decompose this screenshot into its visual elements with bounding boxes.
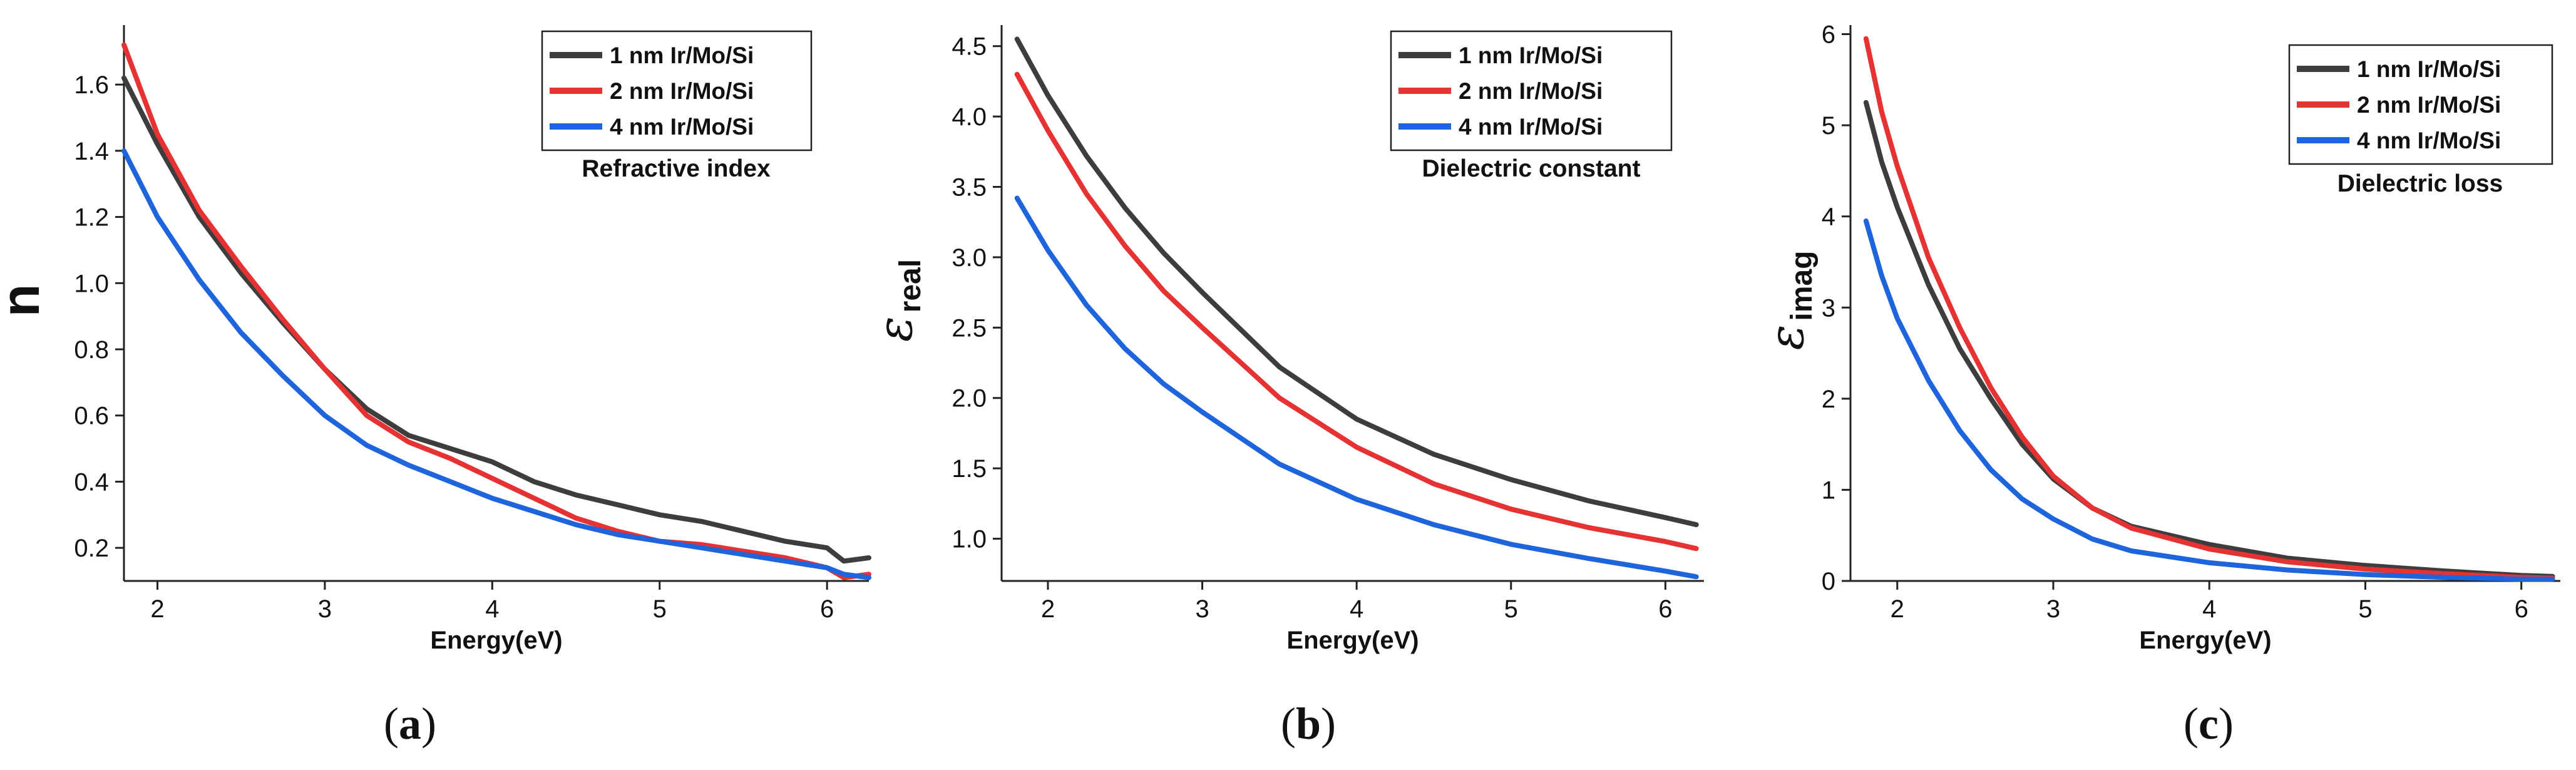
series-line-3	[121, 148, 871, 580]
caption-letter: b	[1296, 699, 1321, 749]
x-tick-label: 3	[2046, 595, 2060, 623]
chart-annotation: Refractive index	[582, 155, 771, 182]
legend-label: 4 nm Ir/Mo/Si	[2357, 128, 2501, 153]
caption-close-paren: )	[1321, 699, 1336, 749]
series-line-3	[1863, 218, 2555, 582]
x-axis-label: Energy(eV)	[1286, 627, 1419, 654]
legend-label: 2 nm Ir/Mo/Si	[1459, 78, 1603, 104]
y-tick-label: 4	[1822, 203, 1835, 231]
y-tick-label: 4.5	[952, 33, 987, 61]
caption-letter: a	[399, 699, 421, 749]
y-axis-symbol: ε	[1758, 325, 1814, 351]
x-tick-label: 4	[485, 595, 499, 623]
y-tick-label: 5	[1822, 112, 1835, 140]
x-axis-label: Energy(eV)	[430, 627, 562, 654]
x-tick-label: 2	[1041, 595, 1055, 623]
legend-label: 1 nm Ir/Mo/Si	[1459, 43, 1603, 68]
series-line-2	[1863, 36, 2555, 581]
y-tick-label: 2.0	[952, 385, 987, 413]
y-tick-label: 2.5	[952, 314, 987, 342]
y-tick-label: 3.0	[952, 244, 987, 272]
y-tick-label: 1	[1822, 476, 1835, 504]
y-axis-symbol: ε	[867, 316, 923, 342]
caption-close-paren: )	[421, 699, 436, 749]
caption-open-paren: (	[1281, 699, 1296, 749]
y-axis-subscript: imag	[1785, 251, 1819, 321]
x-tick-label: 5	[1504, 595, 1518, 623]
legend-label: 2 nm Ir/Mo/Si	[610, 78, 754, 104]
panel-caption: (b)	[1281, 699, 1336, 749]
series-line-3	[1014, 195, 1699, 580]
y-axis-label: n	[0, 284, 51, 317]
y-tick-label: 2	[1822, 386, 1835, 413]
y-tick-label: 4.0	[952, 103, 987, 131]
x-tick-label: 2	[150, 595, 164, 623]
x-tick-label: 5	[653, 595, 667, 623]
x-tick-label: 4	[1350, 595, 1363, 623]
x-tick-label: 6	[820, 595, 834, 623]
series-line-1	[121, 75, 871, 564]
caption-letter: c	[2199, 699, 2219, 749]
panel-caption: (c)	[2183, 699, 2234, 749]
legend-label: 2 nm Ir/Mo/Si	[2357, 92, 2501, 118]
y-tick-label: 0.2	[74, 535, 109, 562]
y-axis-label: ε real	[867, 259, 927, 342]
caption-close-paren: )	[2219, 699, 2234, 749]
legend-label: 4 nm Ir/Mo/Si	[1459, 114, 1603, 140]
legend-label: 1 nm Ir/Mo/Si	[610, 43, 754, 68]
y-tick-label: 1.0	[74, 270, 109, 297]
y-tick-label: 6	[1822, 21, 1835, 49]
caption-open-paren: (	[384, 699, 399, 749]
y-tick-label: 0.6	[74, 403, 109, 430]
y-tick-label: 1.6	[74, 71, 109, 99]
x-tick-label: 2	[1891, 595, 1904, 623]
x-tick-label: 6	[1658, 595, 1672, 623]
x-axis-label: Energy(eV)	[2139, 627, 2271, 654]
chart-annotation: Dielectric constant	[1422, 155, 1641, 182]
series-line-2	[1014, 71, 1699, 552]
series-line-1	[1014, 36, 1699, 528]
x-tick-label: 4	[2202, 595, 2216, 623]
chart-annotation: Dielectric loss	[2337, 170, 2503, 197]
x-tick-label: 5	[2358, 595, 2372, 623]
y-tick-label: 1.0	[952, 526, 987, 553]
panel-caption: (a)	[384, 699, 436, 749]
chart-panel-a: 2 3 4 5 6 0.2 0.4 0.6 0.8 1.0 1.2 1.4 1.6 Energy(eV) n…	[0, 25, 871, 749]
y-tick-label: 1.2	[74, 204, 109, 232]
y-axis-label: ε imag	[1758, 251, 1819, 351]
legend: 1 nm Ir/Mo/Si 2 nm Ir/Mo/Si 4 nm Ir/Mo/Si	[1390, 30, 1673, 151]
y-tick-label: 3.5	[952, 174, 987, 202]
chart-panel-b: 2 3 4 5 6 1.0 1.5 2.0 2.5 3.0 3.5 4.0 4.5 Energy(eV) ε…	[867, 25, 1704, 749]
x-tick-label: 3	[1195, 595, 1209, 623]
legend-label: 4 nm Ir/Mo/Si	[610, 114, 754, 140]
y-tick-label: 3	[1822, 294, 1835, 322]
y-tick-label: 0.4	[74, 468, 109, 496]
y-tick-label: 0.8	[74, 336, 109, 364]
series-line-2	[121, 42, 871, 580]
chart-panel-c: 2 3 4 5 6 0 1 2 3 4 5 6 Energy(eV) ε imag 1 nm Ir/Mo/Si…	[1758, 21, 2560, 749]
x-tick-label: 6	[2515, 595, 2528, 623]
legend: 1 nm Ir/Mo/Si 2 nm Ir/Mo/Si 4 nm Ir/Mo/Si	[2288, 44, 2553, 165]
y-tick-label: 1.4	[74, 138, 109, 165]
caption-open-paren: (	[2183, 699, 2199, 749]
x-tick-label: 3	[318, 595, 332, 623]
y-axis-subscript: real	[894, 259, 927, 312]
legend: 1 nm Ir/Mo/Si 2 nm Ir/Mo/Si 4 nm Ir/Mo/Si	[541, 30, 813, 151]
legend-label: 1 nm Ir/Mo/Si	[2357, 56, 2501, 82]
y-tick-label: 1.5	[952, 455, 987, 483]
y-tick-label: 0	[1822, 568, 1835, 595]
